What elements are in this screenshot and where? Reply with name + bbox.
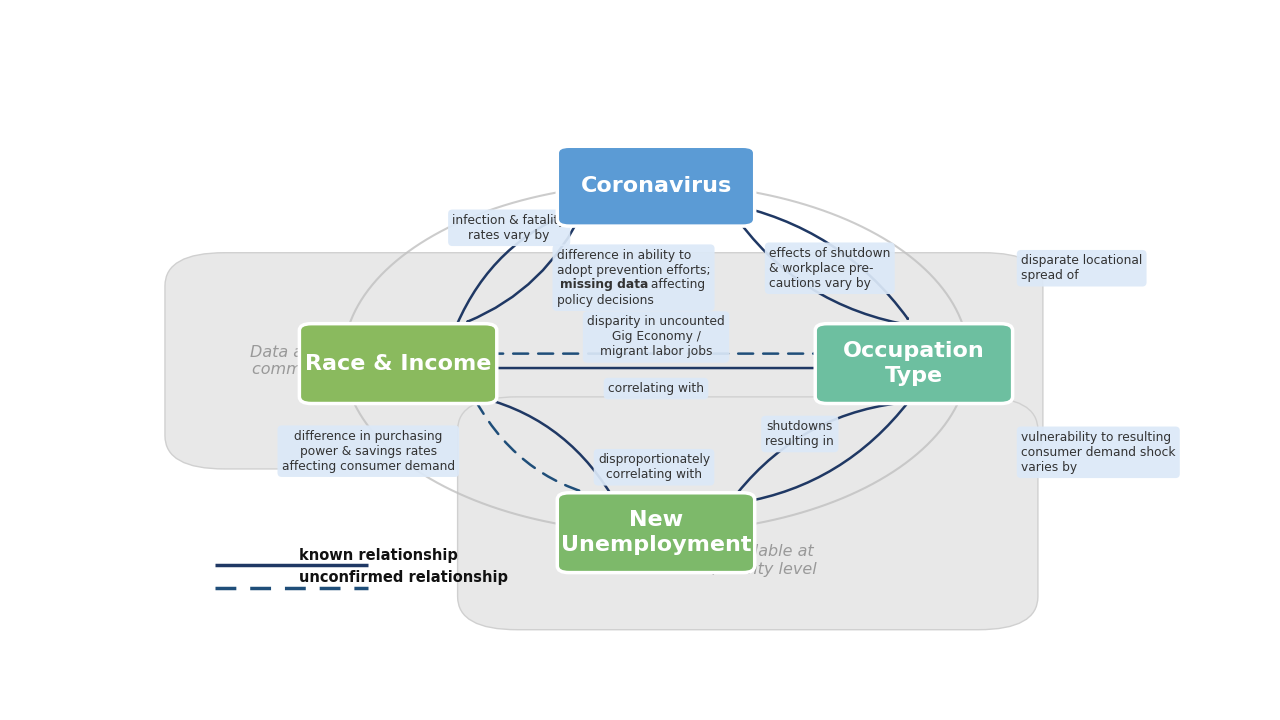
Text: unconfirmed relationship: unconfirmed relationship [300,570,508,585]
Text: affecting: affecting [648,279,705,292]
Text: difference in purchasing
power & savings rates
affecting consumer demand: difference in purchasing power & savings… [282,430,454,473]
Text: Data available at
community level: Data available at community level [251,345,387,377]
Text: correlating with: correlating with [608,382,704,395]
FancyArrowPatch shape [741,401,909,503]
Text: New
Unemployment: New Unemployment [561,510,751,555]
FancyBboxPatch shape [458,397,1038,630]
Text: disparity in uncounted
Gig Economy /
migrant labor jobs: disparity in uncounted Gig Economy / mig… [588,315,724,359]
Text: difference in ability to
adopt prevention efforts;

policy decisions: difference in ability to adopt preventio… [557,248,710,307]
Text: vulnerability to resulting
consumer demand shock
varies by: vulnerability to resulting consumer dema… [1021,431,1175,474]
FancyBboxPatch shape [557,492,755,572]
FancyArrowPatch shape [467,210,584,322]
Text: Data available at
state/county level: Data available at state/county level [673,544,817,577]
FancyArrowPatch shape [457,210,576,325]
FancyBboxPatch shape [815,324,1012,403]
Text: known relationship: known relationship [300,548,458,563]
Text: disproportionately
correlating with: disproportionately correlating with [598,454,710,481]
Text: missing data: missing data [559,279,648,292]
FancyArrowPatch shape [730,403,899,504]
Text: shutdowns
resulting in: shutdowns resulting in [765,420,835,448]
FancyArrowPatch shape [476,401,616,500]
Text: Race & Income: Race & Income [305,354,492,374]
FancyBboxPatch shape [300,324,497,403]
FancyArrowPatch shape [726,203,908,319]
FancyBboxPatch shape [557,146,755,226]
FancyBboxPatch shape [165,253,1043,469]
FancyArrowPatch shape [472,395,611,495]
FancyArrowPatch shape [731,210,914,326]
Text: infection & fatality
rates vary by: infection & fatality rates vary by [452,214,566,242]
Text: disparate locational
spread of: disparate locational spread of [1021,254,1142,282]
Text: Occupation
Type: Occupation Type [844,341,984,386]
Text: Coronavirus: Coronavirus [580,176,732,196]
Text: effects of shutdown
& workplace pre-
cautions vary by: effects of shutdown & workplace pre- cau… [769,247,891,289]
